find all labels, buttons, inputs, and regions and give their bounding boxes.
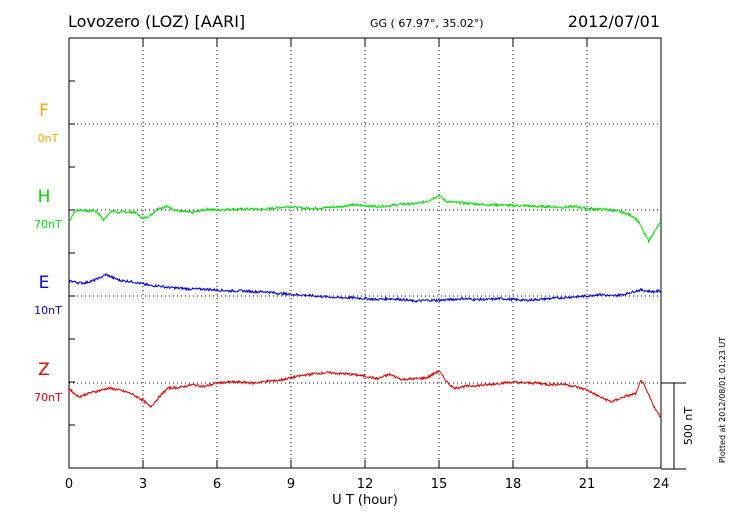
x-tick-label: 9 bbox=[287, 477, 295, 492]
scale-bar bbox=[661, 382, 686, 470]
x-tick-label: 18 bbox=[505, 477, 522, 492]
coordinates-label: GG ( 67.97°, 35.02°) bbox=[370, 17, 484, 30]
x-axis-title: U T (hour) bbox=[332, 493, 398, 508]
series-offset-z: 70nT bbox=[34, 391, 62, 404]
series-line-e bbox=[68, 272, 662, 304]
series-label-f: F bbox=[39, 101, 49, 121]
station-title: Lovozero (LOZ) [AARI] bbox=[68, 12, 245, 31]
trace-labels: F 0nT H 70nT E 10nT Z 70nT bbox=[34, 101, 62, 404]
x-axis-ticks: 0 3 6 9 12 15 18 21 24 bbox=[65, 38, 669, 492]
x-tick-label: 15 bbox=[431, 477, 448, 492]
series-label-e: E bbox=[39, 273, 50, 293]
series-line-h bbox=[68, 194, 661, 244]
series-line-z bbox=[68, 369, 662, 418]
series-offset-f: 0nT bbox=[38, 132, 59, 145]
grid-lines bbox=[69, 38, 661, 468]
series-label-z: Z bbox=[38, 360, 50, 380]
plotted-note: Plotted at 2012/08/01 01:23 UT bbox=[718, 337, 727, 463]
date-label: 2012/07/01 bbox=[568, 12, 660, 31]
x-tick-label: 0 bbox=[65, 477, 73, 492]
series-offset-h: 70nT bbox=[34, 218, 62, 231]
x-tick-label: 12 bbox=[357, 477, 374, 492]
x-tick-label: 6 bbox=[213, 477, 221, 492]
trace-group bbox=[68, 194, 662, 418]
series-label-h: H bbox=[38, 187, 51, 207]
x-tick-label: 21 bbox=[579, 477, 596, 492]
x-tick-label: 24 bbox=[653, 477, 670, 492]
scale-bar-label: 500 nT bbox=[682, 407, 695, 445]
x-tick-label: 3 bbox=[139, 477, 147, 492]
series-offset-e: 10nT bbox=[34, 304, 62, 317]
